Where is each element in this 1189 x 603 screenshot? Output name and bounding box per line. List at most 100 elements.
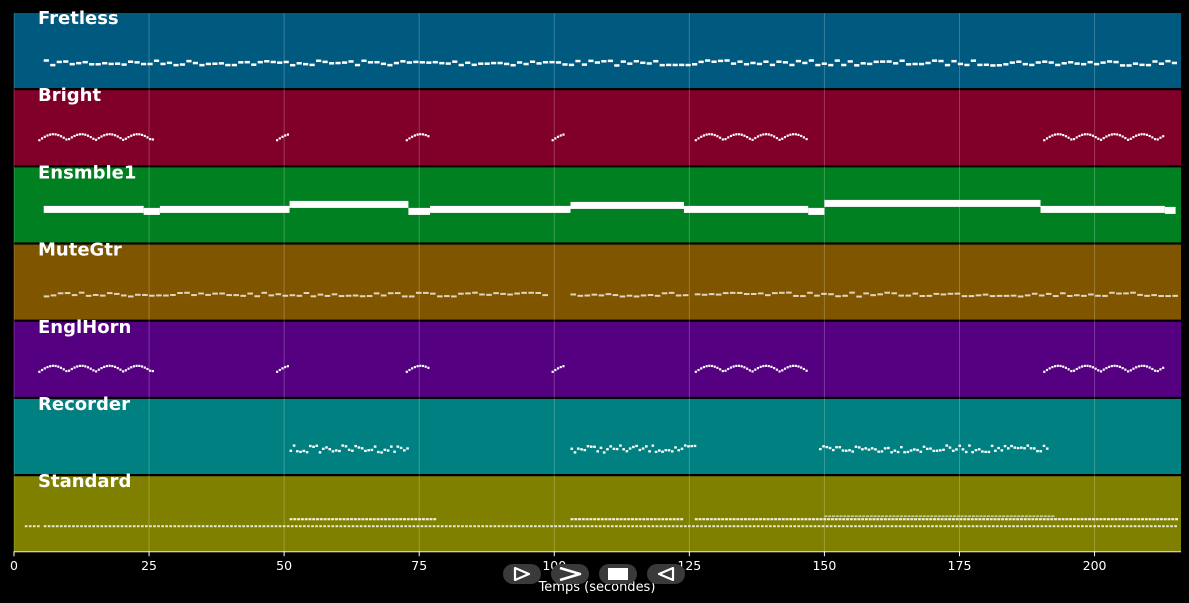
note bbox=[596, 450, 600, 453]
note bbox=[1009, 515, 1013, 517]
note bbox=[981, 450, 984, 453]
note bbox=[690, 444, 694, 448]
note bbox=[444, 525, 448, 528]
note bbox=[116, 366, 119, 370]
note bbox=[841, 525, 845, 528]
note bbox=[49, 365, 52, 368]
rewind-button[interactable] bbox=[647, 564, 685, 584]
note bbox=[303, 62, 309, 66]
note bbox=[153, 525, 156, 528]
note bbox=[800, 366, 803, 369]
note bbox=[1000, 525, 1003, 528]
note bbox=[951, 449, 955, 452]
note bbox=[834, 59, 840, 62]
note bbox=[64, 292, 71, 295]
note bbox=[740, 365, 743, 368]
note bbox=[797, 133, 800, 136]
note bbox=[1144, 294, 1150, 297]
note bbox=[989, 518, 993, 521]
note bbox=[849, 291, 855, 294]
note bbox=[1064, 525, 1068, 528]
note bbox=[387, 292, 394, 295]
stop-button[interactable] bbox=[599, 564, 637, 584]
note bbox=[41, 368, 44, 372]
note bbox=[343, 525, 347, 528]
note bbox=[209, 525, 213, 528]
note bbox=[710, 364, 714, 368]
note bbox=[289, 518, 293, 521]
note bbox=[759, 518, 763, 521]
note bbox=[124, 137, 127, 140]
note bbox=[672, 63, 678, 67]
note bbox=[416, 525, 420, 528]
note bbox=[222, 525, 225, 528]
note bbox=[51, 364, 54, 367]
note bbox=[56, 60, 62, 64]
note bbox=[786, 366, 789, 369]
note bbox=[612, 447, 616, 450]
note bbox=[990, 64, 996, 67]
note bbox=[786, 134, 789, 137]
note bbox=[834, 518, 838, 521]
note bbox=[338, 518, 342, 521]
note bbox=[1141, 525, 1145, 528]
note bbox=[308, 518, 312, 521]
note bbox=[86, 134, 90, 137]
note bbox=[720, 525, 724, 528]
note bbox=[179, 63, 186, 66]
note bbox=[1051, 365, 1054, 369]
note bbox=[192, 61, 199, 65]
note bbox=[593, 518, 597, 521]
note bbox=[113, 134, 117, 137]
note bbox=[977, 63, 983, 67]
note bbox=[854, 525, 857, 528]
note bbox=[1137, 365, 1140, 368]
fast-forward-button[interactable] bbox=[551, 564, 589, 584]
note bbox=[633, 59, 639, 63]
note bbox=[748, 137, 751, 140]
note bbox=[1056, 364, 1059, 367]
note bbox=[1097, 369, 1100, 372]
play-button[interactable] bbox=[503, 564, 541, 584]
note bbox=[327, 518, 331, 521]
note bbox=[864, 518, 868, 521]
note bbox=[1101, 525, 1105, 528]
note bbox=[38, 139, 41, 142]
note bbox=[953, 515, 956, 517]
note bbox=[71, 294, 78, 297]
note bbox=[1062, 133, 1065, 137]
note bbox=[627, 525, 630, 528]
note bbox=[1057, 518, 1061, 521]
note bbox=[635, 444, 638, 448]
note bbox=[338, 295, 345, 298]
note bbox=[694, 518, 698, 521]
note bbox=[365, 518, 369, 521]
note bbox=[778, 370, 781, 373]
note bbox=[205, 62, 211, 66]
note bbox=[854, 515, 858, 517]
note bbox=[667, 525, 671, 528]
note bbox=[140, 133, 144, 136]
note bbox=[792, 133, 795, 136]
note bbox=[59, 135, 63, 138]
note bbox=[615, 525, 618, 528]
note bbox=[426, 61, 432, 64]
note bbox=[585, 518, 589, 521]
note bbox=[1022, 62, 1028, 66]
note bbox=[86, 366, 90, 369]
note bbox=[967, 525, 971, 528]
note bbox=[331, 293, 338, 296]
note bbox=[570, 518, 574, 521]
note bbox=[78, 364, 81, 367]
note bbox=[887, 446, 890, 450]
note bbox=[170, 293, 176, 296]
note bbox=[830, 518, 834, 521]
note bbox=[1065, 518, 1069, 521]
note bbox=[1099, 138, 1103, 141]
note bbox=[775, 368, 778, 371]
note bbox=[69, 62, 75, 66]
note bbox=[961, 295, 968, 298]
note bbox=[858, 515, 862, 517]
note bbox=[1110, 518, 1114, 521]
note bbox=[1167, 518, 1171, 521]
